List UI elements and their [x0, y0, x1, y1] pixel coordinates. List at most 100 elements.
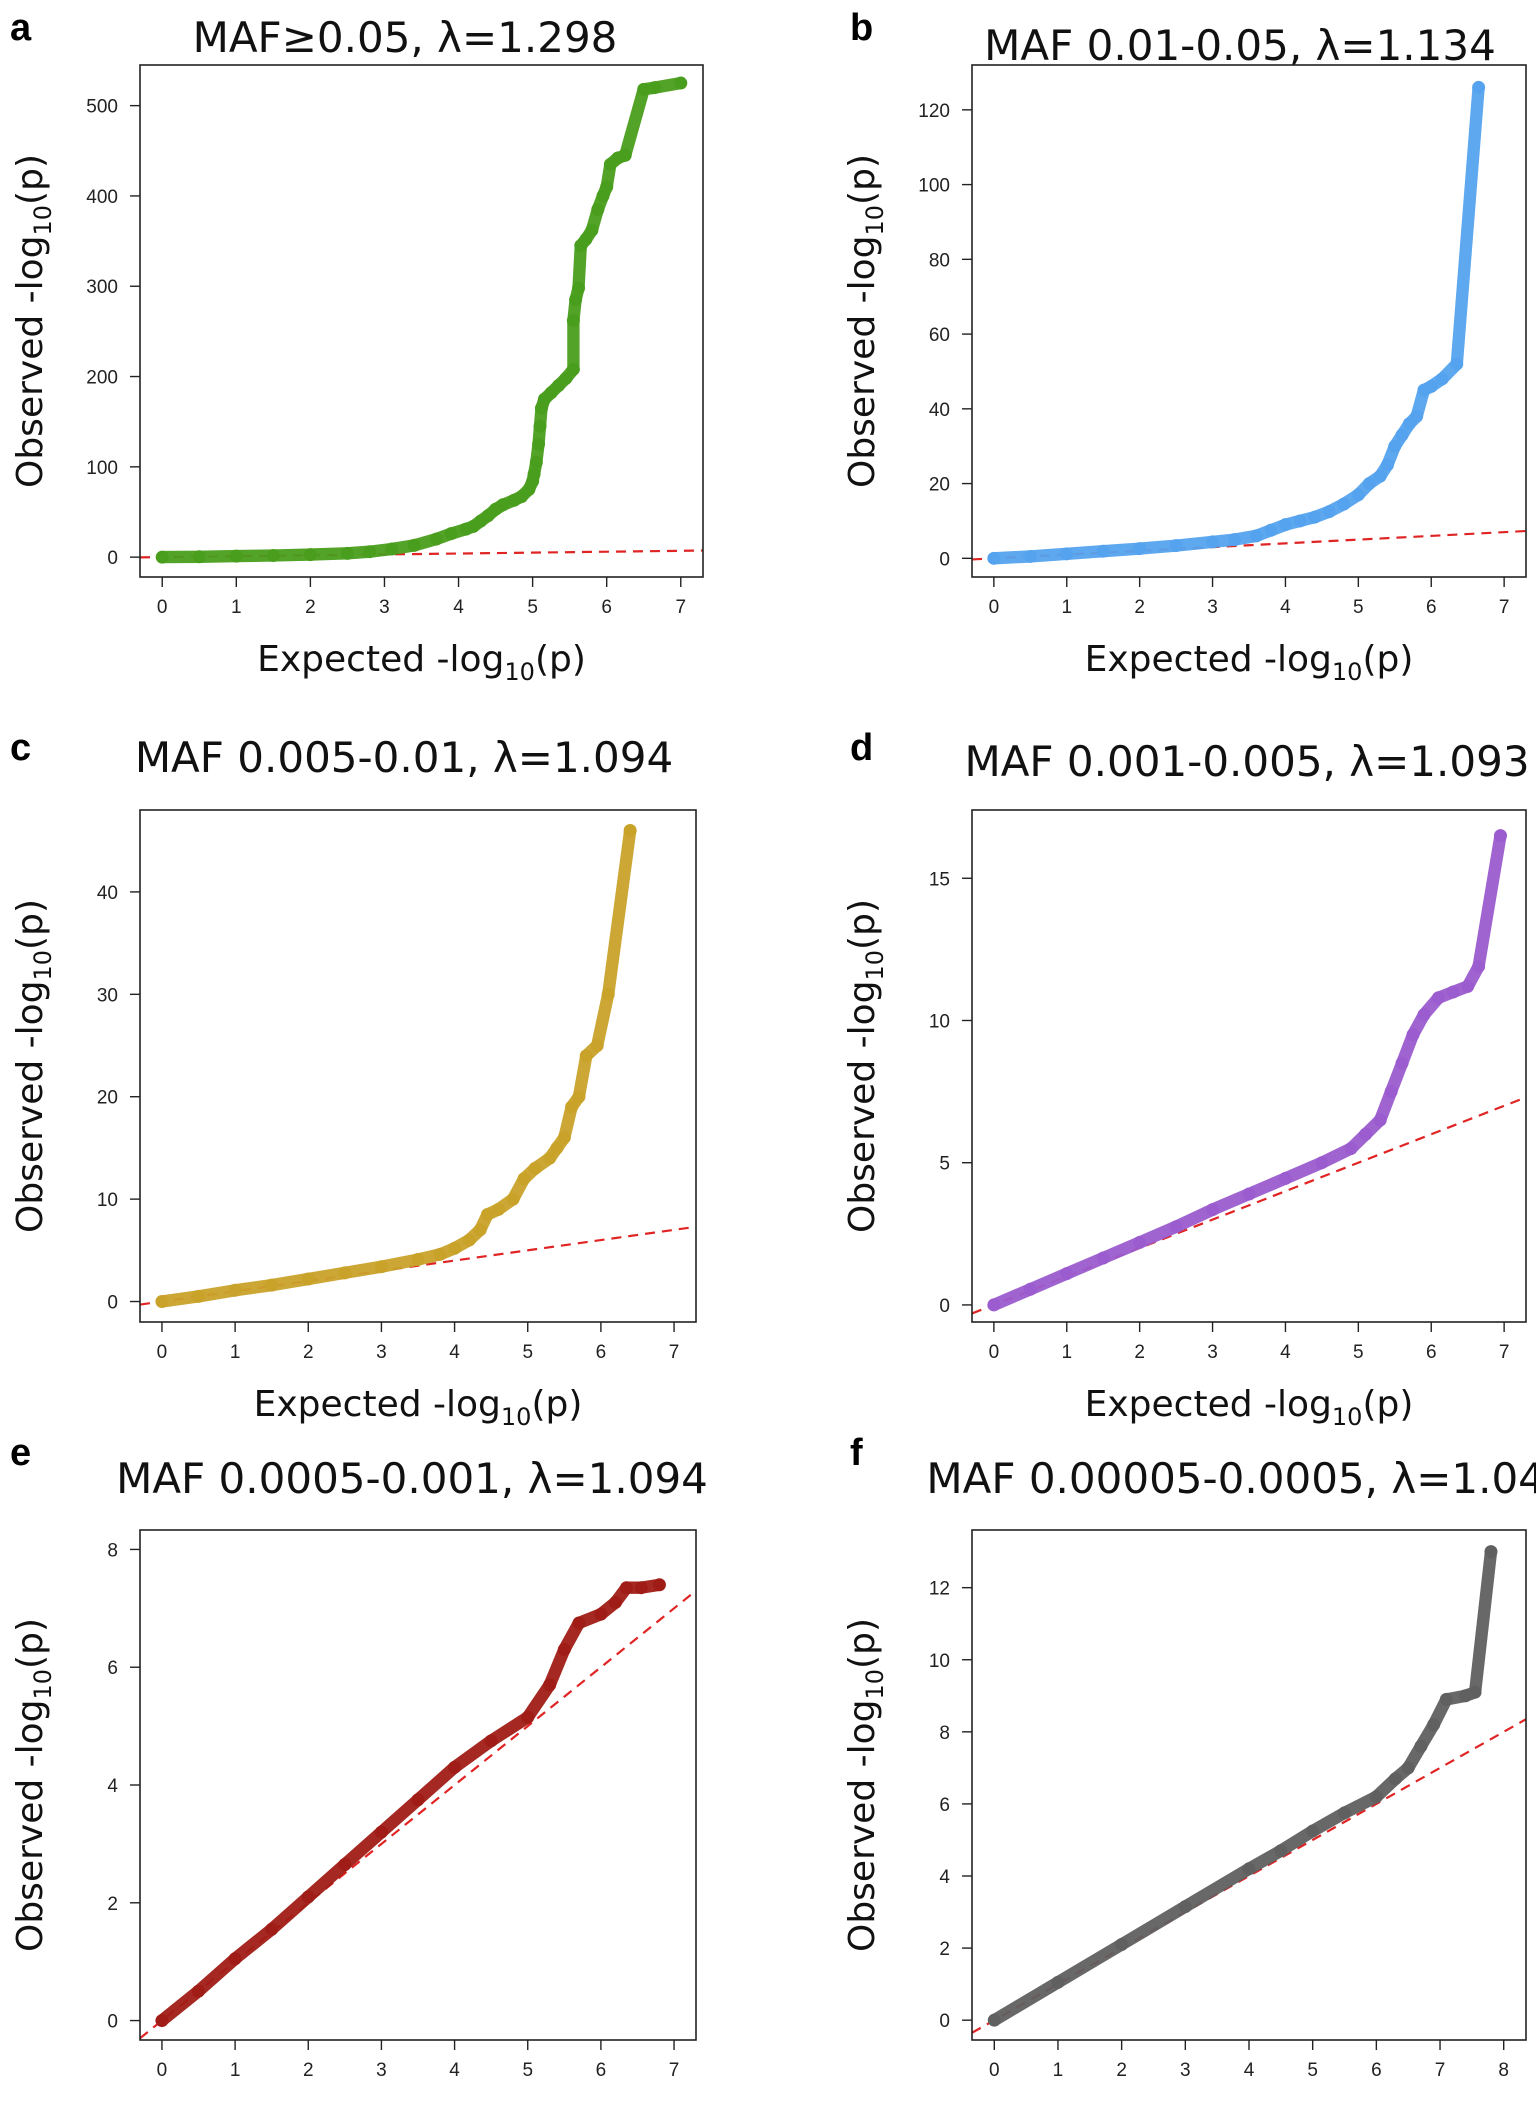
- data-point: [1249, 529, 1263, 543]
- chart-title: MAF 0.001-0.005, λ=1.093: [964, 737, 1529, 786]
- plot-frame: [971, 809, 1527, 1323]
- y-tick-label: 0: [939, 1296, 950, 1317]
- panel-d: d MAF 0.001-0.005, λ=1.093 0 1 2 3 4 5 6 7 0 5 10 15 E…: [842, 727, 1530, 1431]
- data-series: [155, 823, 637, 1309]
- chart-title: MAF≥0.05, λ=1.298: [193, 13, 618, 62]
- data-point: [1338, 1806, 1352, 1820]
- x-tick-label: 0: [989, 597, 1000, 618]
- x-tick-label: 0: [157, 2060, 168, 2081]
- y-axis-title: Observed -log10(p): [842, 154, 889, 488]
- data-point: [1362, 477, 1376, 491]
- data-point: [1206, 535, 1220, 549]
- x-tick-label: 6: [596, 1342, 607, 1363]
- data-point: [652, 1578, 666, 1592]
- data-point: [1493, 829, 1507, 843]
- data-point: [623, 823, 637, 837]
- y-axis-title: Observed -log10(p): [10, 899, 57, 1233]
- data-point: [1401, 1761, 1415, 1775]
- x-tick-label: 7: [669, 1342, 680, 1363]
- y-tick-label: 120: [918, 101, 950, 122]
- data-point: [601, 987, 615, 1001]
- x-tick-label: 2: [303, 1342, 314, 1363]
- y-tick-label: 40: [97, 883, 118, 904]
- data-point: [338, 1858, 352, 1872]
- y-tick-label: 6: [107, 1658, 118, 1679]
- data-ribbon: [988, 1545, 1498, 2027]
- y-tick-label: 400: [86, 187, 118, 208]
- panel-letter: a: [10, 7, 32, 49]
- data-point: [462, 1233, 476, 1247]
- data-point: [484, 1734, 498, 1748]
- data-point: [566, 362, 580, 376]
- x-tick-label: 3: [1207, 1342, 1218, 1363]
- data-point: [585, 223, 599, 237]
- data-point: [363, 545, 377, 559]
- data-point: [572, 1090, 586, 1104]
- data-point: [987, 551, 1001, 565]
- plot-frame: [971, 1529, 1527, 2041]
- data-point: [303, 548, 317, 562]
- data-point: [528, 1161, 542, 1175]
- data-point: [411, 1253, 425, 1267]
- data-point: [481, 1207, 494, 1221]
- x-axis-title: Expected -log10(p): [254, 2102, 583, 2106]
- data-point: [533, 419, 547, 433]
- data-ribbon: [987, 81, 1485, 565]
- x-tick-label: 2: [1134, 1342, 1145, 1363]
- y-tick-label: 20: [929, 475, 950, 496]
- data-point: [228, 1283, 242, 1297]
- x-tick-label: 5: [527, 597, 538, 618]
- data-point: [591, 202, 605, 216]
- data-point: [155, 550, 169, 564]
- plot-frame: [139, 64, 704, 578]
- data-point: [1242, 1187, 1256, 1201]
- y-tick-label: 5: [939, 1154, 950, 1175]
- data-point: [506, 1192, 520, 1206]
- x-axis-title: Expected -log10(p): [1085, 1384, 1414, 1431]
- data-point: [572, 1616, 586, 1630]
- data-point: [1344, 1141, 1358, 1155]
- data-point: [338, 1266, 352, 1280]
- x-tick-label: 7: [1435, 2060, 1446, 2081]
- data-series: [987, 829, 1507, 1312]
- data-point: [1274, 1844, 1288, 1858]
- y-tick-label: 60: [929, 325, 950, 346]
- data-point: [374, 1825, 388, 1839]
- data-point: [473, 1223, 487, 1237]
- data-point: [1133, 1235, 1147, 1249]
- y-tick-label: 20: [97, 1088, 118, 1109]
- data-point: [192, 1984, 206, 1998]
- data-point: [229, 549, 243, 563]
- data-point: [1388, 1772, 1402, 1786]
- chart-title: MAF 0.01-0.05, λ=1.134: [984, 21, 1496, 70]
- data-point: [618, 148, 632, 162]
- panel-letter: f: [850, 1432, 863, 1474]
- y-tick-label: 10: [97, 1190, 118, 1211]
- x-tick-label: 0: [157, 597, 168, 618]
- y-tick-label: 300: [86, 277, 118, 298]
- data-point: [1060, 1267, 1074, 1281]
- x-tick-label: 5: [522, 2060, 533, 2081]
- data-point: [228, 1952, 242, 1966]
- x-tick-label: 3: [1180, 2060, 1191, 2081]
- data-point: [521, 1710, 535, 1724]
- data-point: [1133, 542, 1147, 556]
- data-point: [265, 1278, 279, 1292]
- data-point: [594, 1607, 608, 1621]
- x-tick-label: 2: [305, 597, 316, 618]
- data-point: [674, 76, 688, 90]
- data-point: [192, 550, 206, 564]
- x-tick-label: 4: [453, 597, 464, 618]
- data-point: [1439, 1692, 1453, 1706]
- data-point: [1468, 1685, 1482, 1699]
- data-point: [1308, 510, 1322, 524]
- data-point: [448, 1241, 462, 1255]
- panel-a: a MAF≥0.05, λ=1.298 0 1 2 3 4 5 6 7 0 100 200 300 400 5…: [10, 7, 704, 686]
- data-point: [491, 1202, 505, 1216]
- x-tick-label: 3: [1207, 597, 1218, 618]
- data-point: [1242, 1862, 1256, 1876]
- x-tick-label: 5: [1353, 1342, 1364, 1363]
- y-tick-label: 200: [86, 368, 118, 389]
- data-point: [1472, 80, 1486, 94]
- data-point: [529, 455, 543, 469]
